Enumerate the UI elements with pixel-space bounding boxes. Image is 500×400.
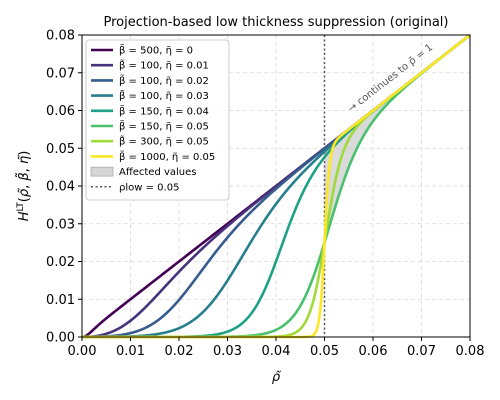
y-tick-label: 0.00 [46, 331, 75, 346]
y-tick-label: 0.04 [46, 180, 75, 195]
legend-label-2: β̃ = 100, η̃ = 0.02 [119, 73, 209, 87]
legend-label-5: β̃ = 150, η̃ = 0.05 [119, 119, 209, 133]
affected-values-fill [324, 35, 470, 243]
x-tick-label: 0.00 [68, 344, 97, 359]
y-axis-label: HLT(ρ̃, β̃, η̃) [16, 151, 32, 222]
x-axis-label: ρ̃ [272, 370, 281, 385]
legend-label-0: β̃ = 500, η̃ = 0 [119, 43, 193, 57]
ticks: 0.00 0.01 0.02 0.03 0.04 0.05 0.06 0.07 0.08 0.00… [46, 29, 484, 360]
x-tick-label: 0.02 [165, 344, 194, 359]
legend-label-4: β̃ = 150, η̃ = 0.04 [119, 103, 209, 117]
legend-label-extra-1: ρlow = 0.05 [119, 182, 179, 193]
y-tick-label: 0.06 [46, 104, 75, 119]
x-tick-label: 0.03 [213, 344, 242, 359]
y-tick-label: 0.01 [46, 293, 75, 308]
chart-title: Projection-based low thickness suppressi… [103, 15, 448, 30]
y-tick-label: 0.05 [46, 142, 75, 157]
x-tick-label: 0.01 [116, 344, 145, 359]
legend-box [85, 39, 230, 201]
x-tick-label: 0.08 [456, 344, 485, 359]
legend-label-6: β̃ = 300, η̃ = 0.05 [119, 134, 209, 148]
legend-label-3: β̃ = 100, η̃ = 0.03 [119, 88, 209, 102]
legend-label-7: β̃ = 1000, η̃ = 0.05 [119, 149, 215, 163]
y-tick-label: 0.03 [46, 217, 75, 232]
legend: β̃ = 500, η̃ = 0β̃ = 100, η̃ = 0.01β̃ = … [85, 39, 230, 201]
legend-label-1: β̃ = 100, η̃ = 0.01 [119, 58, 209, 72]
y-tick-label: 0.07 [46, 66, 75, 81]
x-tick-label: 0.05 [310, 344, 339, 359]
legend-label-extra-0: Affected values [119, 167, 197, 178]
y-tick-label: 0.02 [46, 255, 75, 270]
affected-region [324, 35, 470, 243]
x-tick-label: 0.06 [359, 344, 388, 359]
legend-swatch-affected [90, 166, 114, 177]
y-tick-label: 0.08 [46, 29, 75, 44]
x-tick-label: 0.04 [262, 344, 291, 359]
x-tick-label: 0.07 [407, 344, 436, 359]
